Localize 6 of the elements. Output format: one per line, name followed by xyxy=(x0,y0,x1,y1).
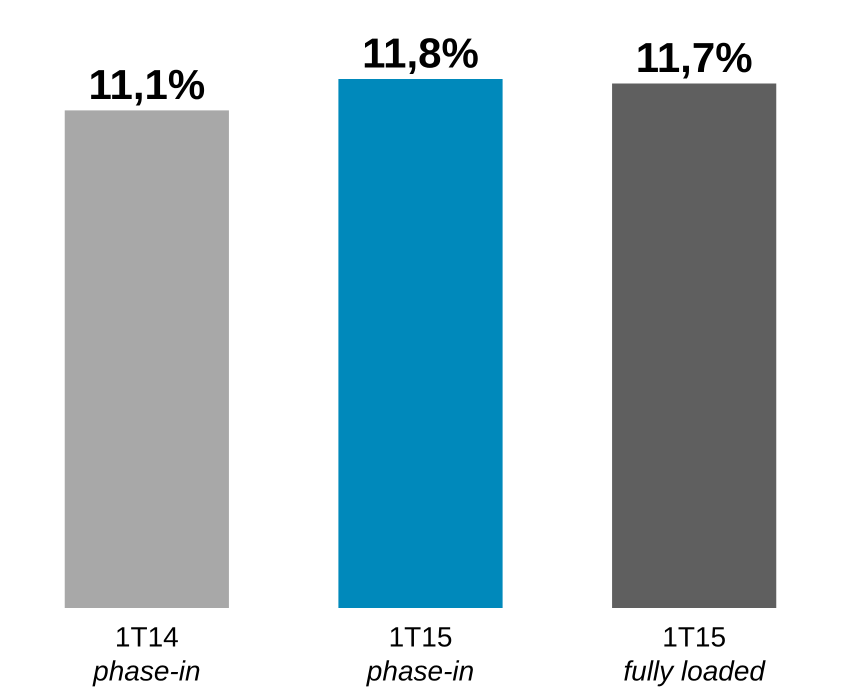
x-tick-label: 1T14 phase-in xyxy=(92,622,201,686)
data-label: 11,1% xyxy=(88,60,206,108)
data-label: 11,7% xyxy=(636,34,753,81)
x-tick-label: 1T15 phase-in xyxy=(366,622,474,686)
x-tick-label: 1T15 fully loaded xyxy=(623,622,766,686)
data-label: 11,8% xyxy=(362,29,479,76)
